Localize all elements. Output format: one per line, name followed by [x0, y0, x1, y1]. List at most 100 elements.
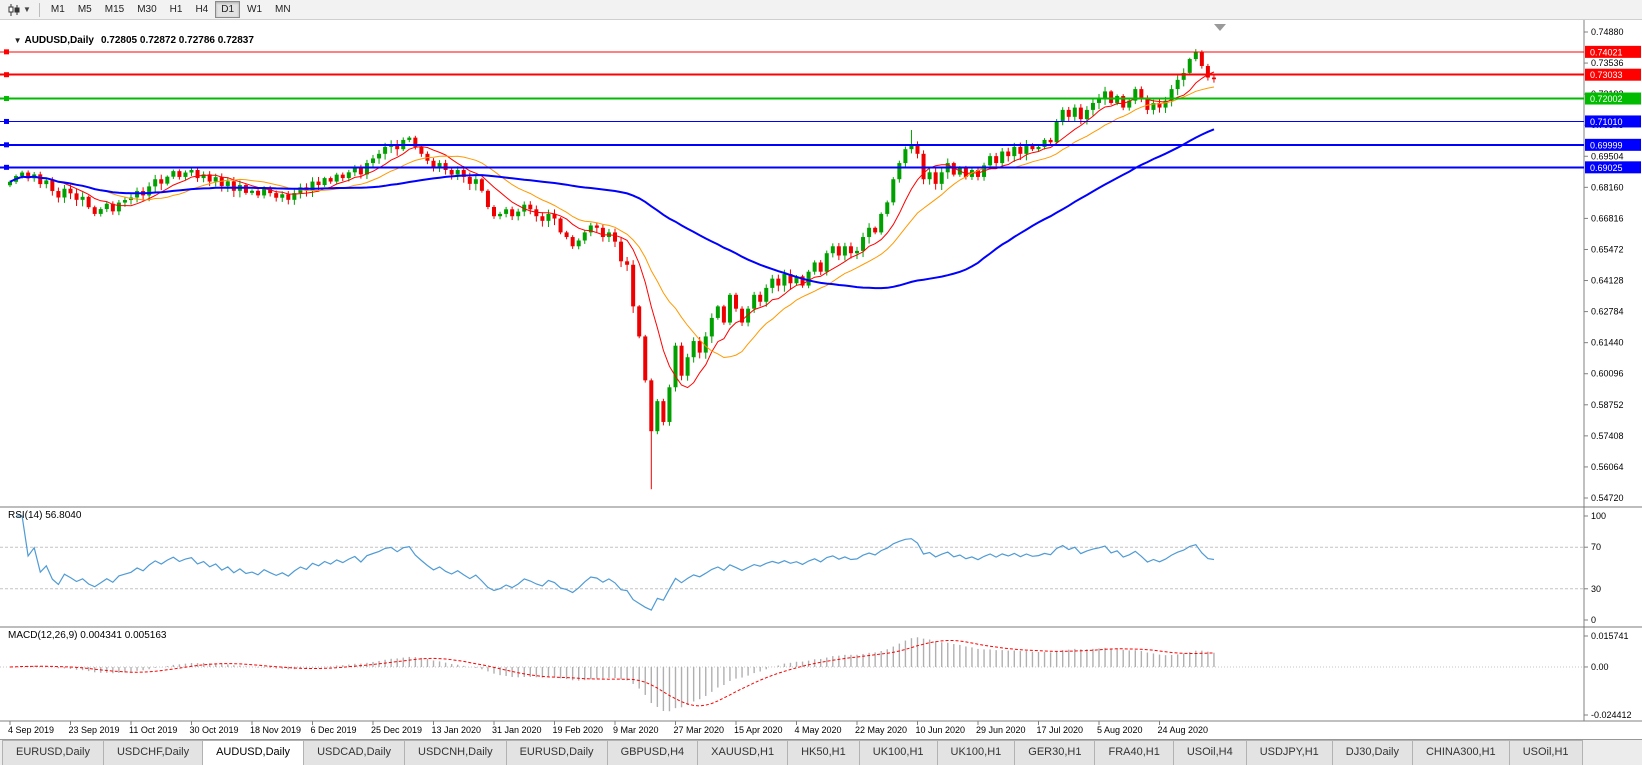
date-axis-label: 18 Nov 2019: [250, 725, 301, 735]
date-axis-label: 31 Jan 2020: [492, 725, 542, 735]
tab-dj30-daily[interactable]: DJ30,Daily: [1331, 740, 1413, 765]
price-tag: [1585, 161, 1641, 174]
chart-type-button[interactable]: ▼: [4, 2, 34, 18]
ma-line-8: [9, 71, 1215, 389]
rsi-line: [16, 515, 1215, 611]
tab-xauusd-h1[interactable]: XAUUSD,H1: [697, 740, 789, 765]
timeframe-button-m1[interactable]: M1: [50, 4, 65, 15]
date-axis-label: 24 Aug 2020: [1158, 725, 1209, 735]
tab-uk100-h1[interactable]: UK100,H1: [936, 740, 1016, 765]
hline-handle[interactable]: [4, 72, 9, 78]
price-axis-label: 0.54720: [1591, 493, 1624, 503]
tab-hk50-h1[interactable]: HK50,H1: [787, 740, 860, 765]
date-axis-label: 4 Sep 2019: [8, 725, 54, 735]
tab-fra40-h1[interactable]: FRA40,H1: [1094, 740, 1174, 765]
top-toolbar: ▼ M1 M5 M15 M30 H1 H4 D1 W1 MN: [0, 0, 1642, 20]
chart-dropdown-arrow-icon[interactable]: ▼: [13, 36, 22, 45]
timeframe-button-mn[interactable]: MN: [275, 4, 291, 15]
tab-eurusd-daily[interactable]: EURUSD,Daily: [505, 740, 608, 765]
tab-audusd-daily[interactable]: AUDUSD,Daily: [202, 740, 305, 765]
price-tag-label: 0.73033: [1590, 70, 1623, 80]
horizontal-lines: 0.74021 0.73033 0.72002 0.71010 0.69999 0.690…: [0, 45, 1641, 174]
price-tag: [1585, 138, 1641, 151]
price-tag-label: 0.71010: [1590, 117, 1623, 127]
price-axis-label: 0.69504: [1591, 151, 1624, 161]
tab-ger30-h1[interactable]: GER30,H1: [1014, 740, 1096, 765]
price-tag: [1585, 115, 1641, 128]
price-axis-label: 0.61440: [1591, 338, 1624, 348]
timeframe-button-h1[interactable]: H1: [169, 4, 183, 15]
rsi-axis-label: 30: [1591, 584, 1601, 594]
tab-usoil-h4[interactable]: USOil,H4: [1172, 740, 1247, 765]
rsi-axis-label: 100: [1591, 511, 1606, 521]
price-axis-label: 0.73536: [1591, 58, 1624, 68]
rsi-header: RSI(14) 56.8040: [8, 510, 82, 521]
price-axis-label: 0.56064: [1591, 462, 1624, 472]
date-axis-label: 30 Oct 2019: [190, 725, 239, 735]
hline-handle[interactable]: [4, 49, 9, 55]
candlestick-series: [8, 49, 1216, 490]
chart-title: ▼ AUDUSD,Daily 0.72805 0.72872 0.72786 0.7…: [8, 24, 254, 46]
chart-shift-marker[interactable]: [1214, 24, 1226, 31]
pane-splitter-rsi[interactable]: [0, 506, 1642, 508]
timeframe-button-d1[interactable]: D1: [215, 1, 241, 18]
timeframe-button-m15[interactable]: M15: [104, 4, 125, 15]
date-axis-label: 22 May 2020: [855, 725, 907, 735]
tab-usoil-h1[interactable]: USOil,H1: [1508, 740, 1583, 765]
date-axis-label: 13 Jan 2020: [432, 725, 482, 735]
chart-canvas[interactable]: 0.748800.735360.721920.708480.695040.681…: [0, 20, 1642, 739]
date-axis-label: 15 Apr 2020: [734, 725, 783, 735]
price-axis-label: 0.57408: [1591, 431, 1624, 441]
price-tag-label: 0.69025: [1590, 163, 1623, 173]
price-axis-label: 0.64128: [1591, 276, 1624, 286]
rsi-axis-label: 70: [1591, 542, 1601, 552]
tab-usdcnh-daily[interactable]: USDCNH,Daily: [404, 740, 507, 765]
price-axis-label: 0.65472: [1591, 244, 1624, 254]
date-axis-label: 23 Sep 2019: [69, 725, 120, 735]
moving-averages: [9, 71, 1215, 389]
hline-handle[interactable]: [4, 118, 9, 124]
macd-signal-line: [9, 640, 1215, 707]
price-axis-label: 0.68160: [1591, 182, 1624, 192]
rsi-axis-label: 0: [1591, 615, 1596, 625]
ma-line-55: [9, 128, 1215, 290]
date-axis-label: 27 Mar 2020: [674, 725, 725, 735]
price-tag: [1585, 68, 1641, 81]
tab-gbpusd-h4[interactable]: GBPUSD,H4: [606, 740, 699, 765]
tab-usdchf-daily[interactable]: USDCHF,Daily: [102, 740, 204, 765]
macd-header: MACD(12,26,9) 0.004341 0.005163: [8, 630, 167, 641]
price-tag-label: 0.74021: [1590, 47, 1623, 57]
tab-usdcad-daily[interactable]: USDCAD,Daily: [303, 740, 406, 765]
tab-eurusd-daily[interactable]: EURUSD,Daily: [2, 740, 104, 765]
chart-tabs-bar: EURUSD,Daily USDCHF,Daily AUDUSD,Daily USDC…: [0, 739, 1642, 765]
price-axis-label: 0.66816: [1591, 213, 1624, 223]
date-axis-label: 29 Jun 2020: [976, 725, 1026, 735]
price-axis-label: 0.60096: [1591, 369, 1624, 379]
date-axis-label: 17 Jul 2020: [1037, 725, 1084, 735]
price-axis-label: 0.74880: [1591, 27, 1624, 37]
chart-title-ohlc: 0.72805 0.72872 0.72786 0.72837: [100, 35, 254, 46]
price-tag: [1585, 92, 1641, 105]
date-axis-label: 4 May 2020: [795, 725, 842, 735]
toolbar-separator: [38, 2, 40, 17]
timeframe-button-w1[interactable]: W1: [247, 4, 263, 15]
chevron-down-icon: ▼: [23, 4, 31, 14]
chart-title-symbol: AUDUSD,Daily: [24, 35, 94, 46]
timeframe-button-m5[interactable]: M5: [77, 4, 92, 15]
date-axis-label: 25 Dec 2019: [371, 725, 422, 735]
price-tag: [1585, 45, 1641, 58]
hline-handle[interactable]: [4, 142, 9, 148]
pane-splitter-macd[interactable]: [0, 626, 1642, 628]
rsi-pane: 100 70 30 0: [0, 511, 1606, 625]
tab-uk100-h1[interactable]: UK100,H1: [858, 740, 938, 765]
tab-china300-h1[interactable]: CHINA300,H1: [1411, 740, 1510, 765]
date-axis[interactable]: 4 Sep 2019 23 Sep 2019 11 Oct 2019 30 Oct 2…: [8, 721, 1208, 735]
tab-usdjpy-h1[interactable]: USDJPY,H1: [1245, 740, 1333, 765]
hline-handle[interactable]: [4, 164, 9, 170]
macd-pane: 0.015741 0.00 -0.024412: [0, 631, 1632, 720]
macd-axis-label: 0.015741: [1591, 631, 1629, 641]
timeframe-button-m30[interactable]: M30: [137, 4, 157, 15]
date-axis-label: 6 Dec 2019: [311, 725, 357, 735]
timeframe-button-h4[interactable]: H4: [195, 4, 209, 15]
hline-handle[interactable]: [4, 96, 9, 102]
